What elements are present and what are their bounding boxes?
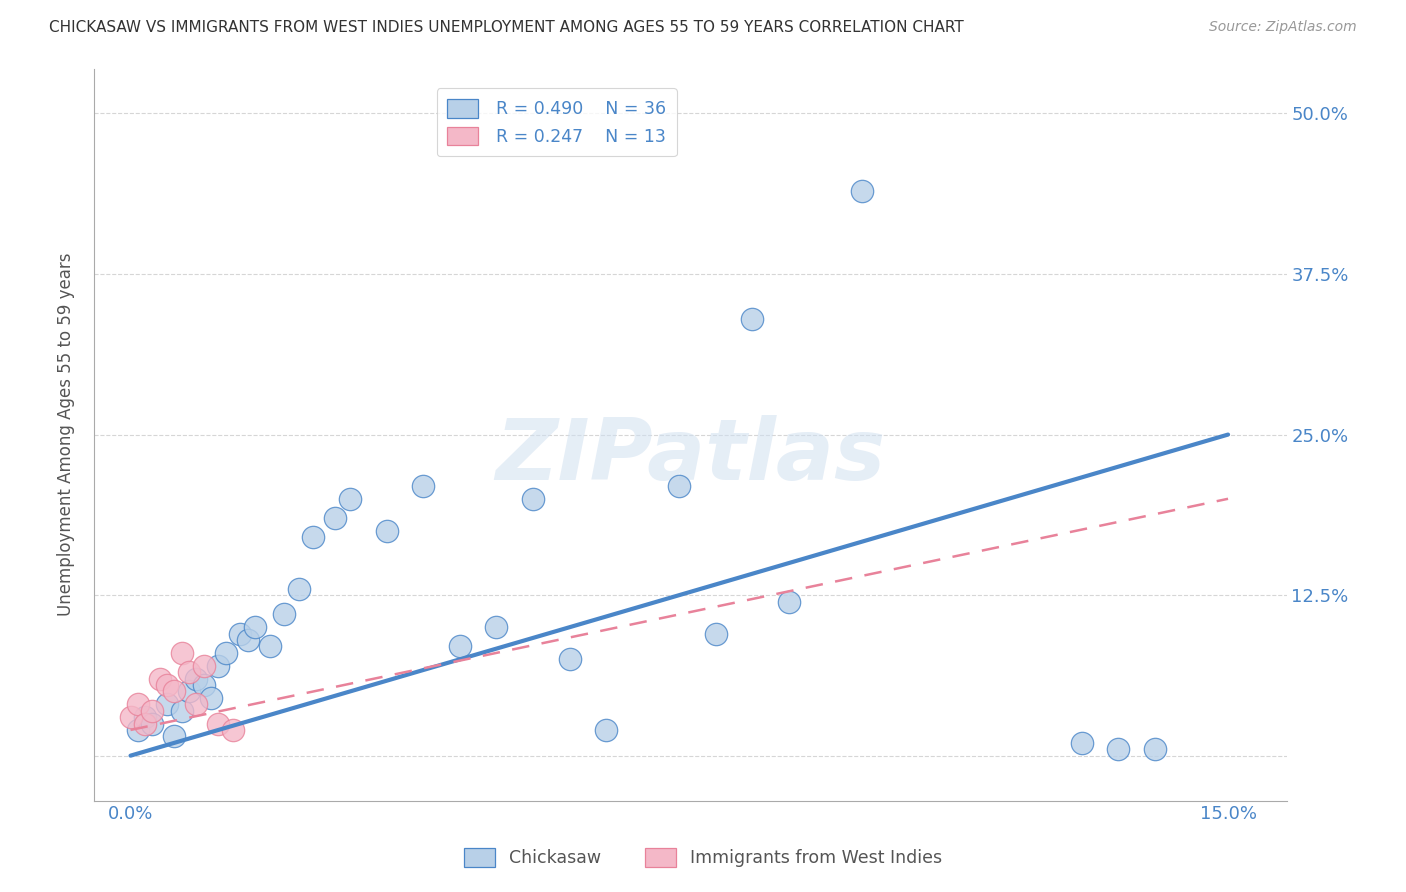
Point [339,491,361,506]
Point [259,640,281,654]
Point [134,710,156,724]
Point [222,723,245,737]
Point [170,646,193,660]
Point [288,582,311,596]
Point [127,723,149,737]
Point [156,678,179,692]
Point [558,652,581,666]
Point [851,184,873,198]
Point [200,690,222,705]
Text: ZIPatlas: ZIPatlas [495,415,886,498]
Point [186,698,208,712]
Point [522,491,544,506]
Point [141,704,163,718]
Point [704,626,727,640]
Point [120,710,142,724]
Point [149,672,172,686]
Point [207,716,229,731]
Point [375,524,398,538]
Point [273,607,295,622]
Point [156,698,179,712]
Point [207,658,229,673]
Point [449,640,471,654]
Point [186,672,208,686]
Point [193,658,215,673]
Point [1107,742,1129,756]
Point [177,665,200,680]
Point [134,716,156,731]
Point [193,678,215,692]
Point [127,698,149,712]
Point [214,646,236,660]
Point [243,620,266,634]
Point [163,684,186,698]
Point [177,684,200,698]
Point [170,704,193,718]
Y-axis label: Unemployment Among Ages 55 to 59 years: Unemployment Among Ages 55 to 59 years [58,252,75,616]
Point [1070,736,1092,750]
Point [229,626,252,640]
Point [163,730,186,744]
Point [778,594,800,608]
Point [325,511,347,525]
Point [741,312,763,326]
Legend:   R = 0.490    N = 36,   R = 0.247    N = 13: R = 0.490 N = 36, R = 0.247 N = 13 [436,88,676,156]
Legend: Chickasaw, Immigrants from West Indies: Chickasaw, Immigrants from West Indies [457,841,949,874]
Point [412,479,434,493]
Point [595,723,617,737]
Point [302,530,325,544]
Point [236,633,259,648]
Point [485,620,508,634]
Text: CHICKASAW VS IMMIGRANTS FROM WEST INDIES UNEMPLOYMENT AMONG AGES 55 TO 59 YEARS : CHICKASAW VS IMMIGRANTS FROM WEST INDIES… [49,20,965,35]
Point [1143,742,1166,756]
Text: Source: ZipAtlas.com: Source: ZipAtlas.com [1209,20,1357,34]
Point [141,716,163,731]
Point [668,479,690,493]
